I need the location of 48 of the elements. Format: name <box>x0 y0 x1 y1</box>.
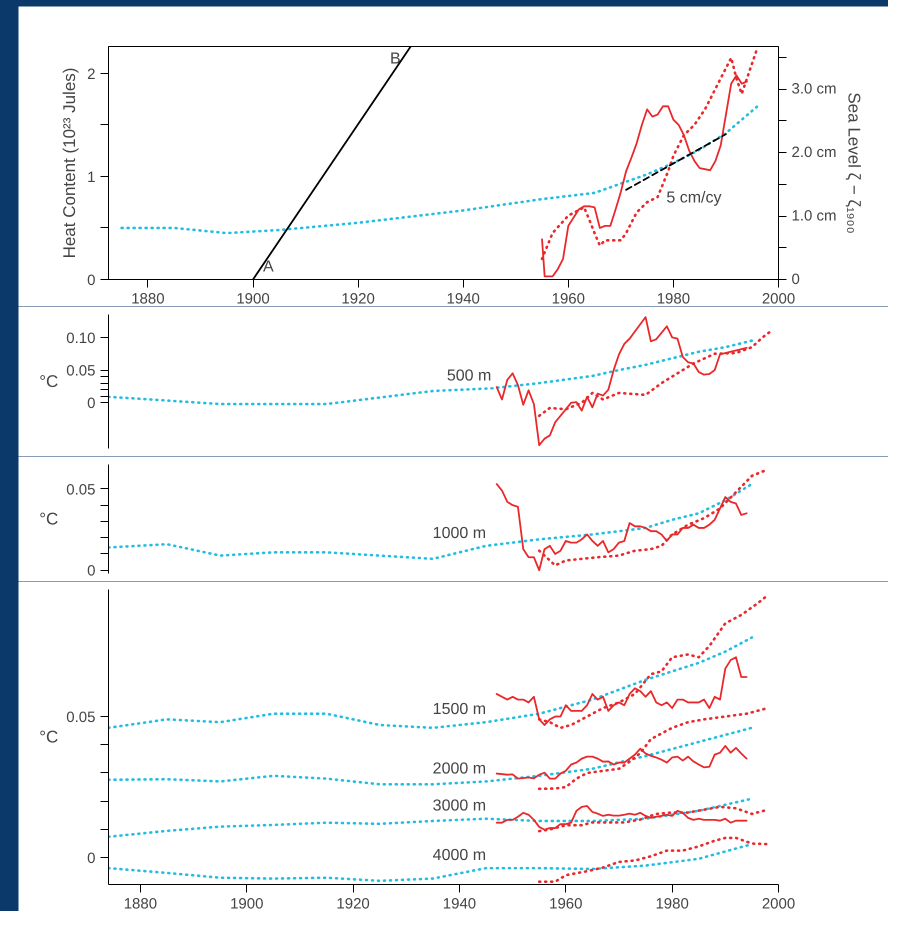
x-tick-label: 1940 <box>442 896 476 912</box>
line-series <box>108 726 754 786</box>
x-tick-label: 1920 <box>341 290 375 308</box>
annotation: 2000 m <box>432 760 486 778</box>
y-tick-label: 1 <box>87 168 96 186</box>
y2-tick-label: 3.0 cm <box>792 80 837 98</box>
x-tick-label: 2000 <box>762 290 796 308</box>
y2-axis-title: Sea Level ζ − ζ₁₉₀₀ <box>844 92 864 234</box>
y-tick-label: 0 <box>87 850 96 868</box>
y-tick-label: 0.05 <box>66 709 96 726</box>
annotation: 3000 m <box>432 798 486 815</box>
y-tick-label: 0 <box>87 562 96 580</box>
y-axis-title: °C <box>39 372 58 391</box>
annotation: 4000 m <box>432 847 486 864</box>
y-tick-label: 0.10 <box>66 330 96 347</box>
x-tick-label: 1920 <box>336 896 370 912</box>
y-tick-label: 0 <box>87 395 96 412</box>
annotation: 5 cm/cy <box>666 189 722 206</box>
annotation: 1500 m <box>432 701 486 718</box>
y-tick-label: 0.05 <box>66 481 96 498</box>
x-tick-label: 1900 <box>236 290 270 308</box>
x-tick-label: 1960 <box>549 896 582 912</box>
line-series <box>108 339 754 406</box>
x-tick-label: 1980 <box>656 290 690 308</box>
annotation: B <box>390 50 401 68</box>
y-axis-title: °C <box>39 728 58 746</box>
y-tick-label: 0.05 <box>66 362 96 380</box>
annotation: A <box>263 258 274 276</box>
x-tick-label: 1880 <box>131 290 165 308</box>
line-series <box>108 482 754 560</box>
y2-tick-label: 0 <box>792 271 800 288</box>
line-series <box>120 104 759 234</box>
y-tick-label: 2 <box>87 66 96 83</box>
line-series <box>538 836 770 883</box>
x-tick-label: 1900 <box>230 896 264 912</box>
x-tick-label: 1960 <box>552 290 585 308</box>
y-axis-title: °C <box>39 510 58 528</box>
annotation: 500 m <box>446 367 492 384</box>
x-tick-label: 1880 <box>124 896 158 912</box>
x-tick-label: 1980 <box>655 896 689 912</box>
x-tick-label: 1940 <box>446 290 480 308</box>
y-tick-label: 0 <box>87 272 96 289</box>
x-tick-label: 2000 <box>762 896 796 912</box>
y2-tick-label: 2.0 cm <box>792 144 837 162</box>
annotation: 1000 m <box>432 524 486 542</box>
y-axis-title: Heat Content (10²³ Jules) <box>60 68 80 258</box>
line-series <box>108 636 754 730</box>
y2-tick-label: 1.0 cm <box>792 208 837 225</box>
